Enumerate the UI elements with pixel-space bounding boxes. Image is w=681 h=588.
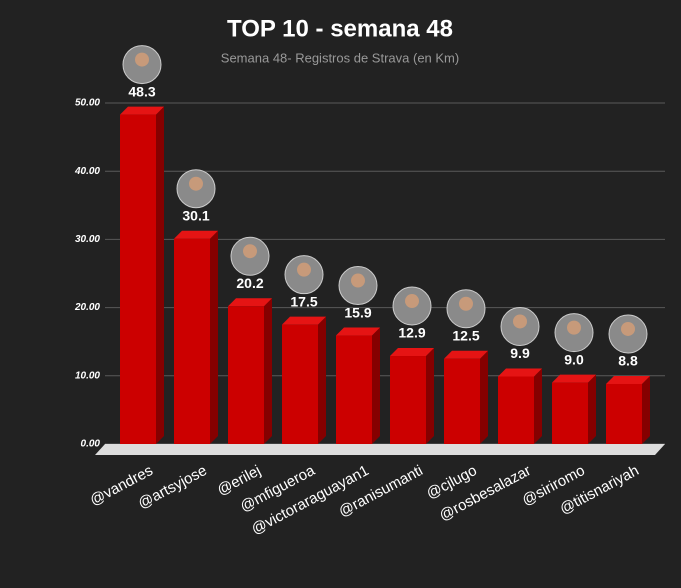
bar-front — [282, 324, 318, 444]
value-label: 17.5 — [290, 293, 317, 309]
chart-title: TOP 10 - semana 48 — [227, 15, 453, 42]
bar — [282, 316, 326, 444]
y-tick-label: 10.00 — [75, 370, 100, 381]
floor — [95, 444, 665, 455]
bar-side — [156, 106, 164, 445]
bar — [120, 106, 164, 445]
bar-top — [120, 106, 164, 115]
bar-front — [498, 376, 534, 444]
bar — [606, 375, 650, 444]
value-label: 20.2 — [236, 275, 263, 291]
bar-top — [174, 230, 218, 239]
avatar-head — [243, 244, 257, 259]
bar-front — [444, 358, 480, 444]
bar — [228, 298, 272, 444]
bar-top — [336, 327, 380, 336]
bar-top — [390, 348, 434, 357]
avatar-head — [459, 296, 473, 311]
bar-front — [120, 114, 156, 445]
bar-front — [336, 335, 372, 444]
bar-top — [444, 350, 488, 359]
avatar-head — [567, 320, 581, 335]
bar-side — [210, 230, 218, 444]
bar — [552, 374, 596, 444]
avatar-head — [297, 262, 311, 277]
y-tick-label: 20.00 — [74, 302, 100, 313]
y-tick-label: 0.00 — [81, 439, 101, 450]
bar-front — [390, 356, 426, 444]
avatar-head — [351, 273, 365, 288]
bar-top — [552, 374, 596, 383]
avatar-head — [513, 314, 527, 329]
value-label: 15.9 — [344, 304, 371, 320]
y-tick-label: 30.00 — [75, 234, 100, 245]
bar-side — [480, 350, 488, 444]
avatar-head — [405, 294, 419, 309]
value-label: 9.9 — [510, 345, 530, 361]
bar — [174, 230, 218, 444]
bar — [336, 327, 380, 444]
bar — [390, 348, 434, 444]
value-label: 48.3 — [128, 83, 155, 99]
bar-front — [552, 382, 588, 444]
value-label: 12.5 — [452, 327, 479, 343]
y-tick-label: 50.00 — [75, 98, 100, 109]
value-label: 30.1 — [182, 207, 209, 223]
bar-side — [372, 327, 380, 444]
value-label: 12.9 — [398, 325, 425, 341]
chart-subtitle: Semana 48- Registros de Strava (en Km) — [221, 50, 459, 65]
bar-side — [534, 368, 542, 444]
y-tick-label: 40.00 — [74, 166, 100, 177]
bar-top — [282, 316, 326, 325]
bar-top — [498, 368, 542, 377]
bar-front — [606, 383, 642, 444]
bar-front — [228, 306, 264, 444]
avatar-head — [135, 52, 149, 67]
bar-side — [264, 298, 272, 444]
bar-front — [174, 238, 210, 444]
value-label: 8.8 — [618, 353, 638, 369]
avatar-head — [189, 176, 203, 191]
bar — [444, 350, 488, 444]
bar-top — [606, 375, 650, 384]
bar-side — [426, 348, 434, 444]
bar-side — [318, 316, 326, 444]
value-label: 9.0 — [564, 351, 584, 367]
bar-top — [228, 298, 272, 307]
bar-side — [588, 374, 596, 444]
bar — [498, 368, 542, 444]
bar-side — [642, 375, 650, 444]
avatar-head — [621, 321, 635, 336]
